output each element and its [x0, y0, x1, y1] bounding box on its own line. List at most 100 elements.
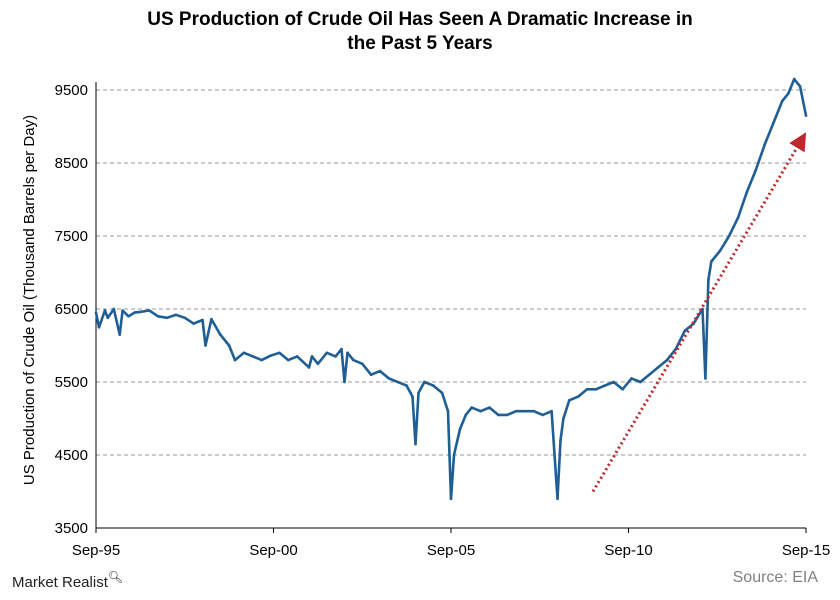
data-point [707, 278, 710, 282]
trend-arrow [591, 132, 807, 493]
data-point [449, 497, 453, 501]
data-point [316, 362, 320, 366]
data-point [556, 497, 559, 501]
data-point [112, 307, 116, 311]
data-point [639, 380, 642, 384]
data-point [754, 169, 757, 172]
data-point [440, 391, 444, 395]
grid-lines [96, 89, 806, 456]
data-point [343, 380, 346, 384]
data-point [594, 388, 598, 391]
data-point [340, 347, 343, 351]
data-point [763, 143, 766, 147]
data-point [683, 329, 686, 333]
data-point [387, 377, 391, 380]
data-point [242, 351, 246, 355]
y-tick-label: 3500 [55, 520, 88, 537]
data-point [174, 313, 178, 317]
data-point [411, 395, 414, 398]
data-point [139, 310, 142, 314]
data-point [562, 417, 565, 420]
trend-arrow-line [591, 132, 807, 493]
data-point [417, 391, 420, 395]
source-note: Source: EIA [732, 569, 818, 586]
data-point [204, 344, 207, 347]
data-point [97, 326, 101, 329]
series-line [94, 77, 808, 501]
data-point [325, 351, 329, 355]
data-point [464, 413, 468, 417]
data-point [568, 399, 571, 402]
x-tick-label: Sep-10 [604, 542, 652, 559]
data-point [278, 351, 281, 355]
y-axis-label: US Production of Crude Oil (Thousand Bar… [21, 115, 38, 485]
data-point [346, 351, 349, 355]
data-point [396, 380, 400, 384]
y-tick-label: 9500 [55, 82, 88, 99]
magnifier-icon: 🔍︎ [107, 570, 124, 584]
brand-name: Market Realist [12, 574, 108, 591]
data-point [423, 380, 426, 384]
data-point [295, 355, 299, 358]
data-point [787, 92, 790, 95]
data-point [106, 316, 110, 320]
data-point [479, 409, 482, 413]
chart-title: US Production of Crude Oil Has Seen A Dr… [0, 8, 840, 56]
y-tick-label: 8500 [55, 155, 88, 172]
data-point [310, 355, 314, 358]
data-point [798, 85, 802, 88]
data-point [470, 406, 474, 409]
data-point [630, 377, 633, 380]
data-point [133, 311, 136, 314]
data-point [541, 413, 544, 417]
x-tick-label: Sep-15 [782, 542, 830, 559]
data-point [781, 99, 784, 103]
data-point [118, 333, 121, 336]
data-point [94, 311, 98, 314]
data-point [201, 318, 204, 322]
y-tick-label: 6500 [55, 301, 88, 318]
chart-title-line-2: the Past 5 Years [347, 33, 493, 54]
x-tick-label: Sep-00 [249, 542, 297, 559]
data-point [505, 413, 509, 417]
data-point [121, 309, 124, 312]
data-point [792, 77, 796, 81]
data-point [251, 355, 255, 358]
data-point [352, 358, 355, 362]
x-tick-label: Sep-05 [427, 542, 475, 559]
y-tick-labels: 3500 4500 5500 6500 7500 8500 9500 [55, 82, 88, 537]
data-point [369, 373, 373, 377]
data-point [432, 384, 435, 387]
series-layer [94, 77, 808, 501]
data-point [156, 315, 160, 318]
data-point [452, 453, 456, 457]
data-point [665, 358, 669, 362]
data-point [514, 409, 518, 413]
data-point [165, 316, 169, 320]
data-point [405, 384, 408, 387]
data-point [656, 366, 660, 369]
data-point [704, 377, 707, 380]
data-point [497, 413, 500, 417]
data-point [307, 366, 311, 369]
data-point [550, 409, 553, 413]
data-point [260, 358, 264, 362]
data-point [772, 121, 775, 125]
data-point [287, 358, 290, 362]
data-point [192, 322, 195, 325]
data-point [219, 333, 222, 336]
data-point [233, 358, 237, 362]
data-point [414, 442, 417, 446]
data-point [458, 428, 462, 431]
brand-logo: Market Realist🔍︎ [12, 570, 123, 591]
data-point [334, 355, 337, 358]
data-point [183, 316, 187, 320]
data-point [210, 317, 213, 321]
data-point [532, 409, 536, 413]
data-point [127, 315, 130, 318]
data-point [612, 380, 615, 384]
data-point [804, 114, 808, 117]
data-point [378, 369, 382, 373]
data-point [559, 439, 562, 442]
data-point [488, 406, 491, 409]
